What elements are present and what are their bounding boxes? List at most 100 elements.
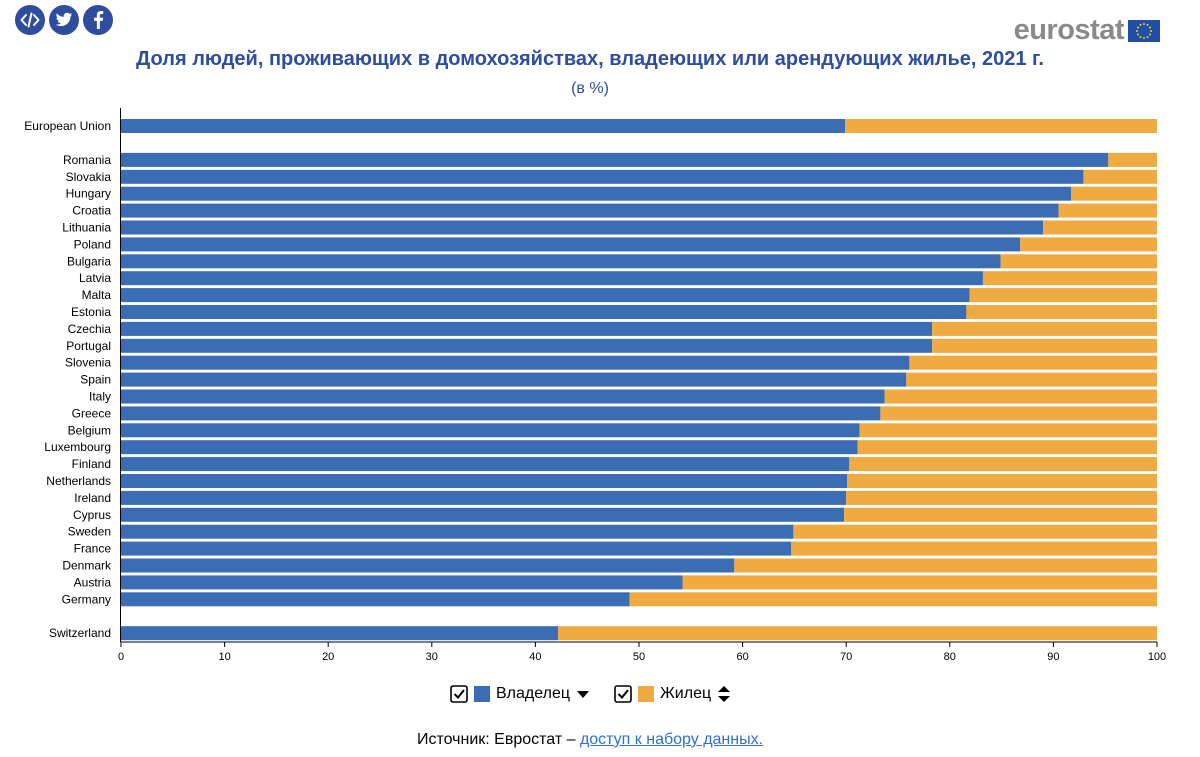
bar-tenant (682, 575, 1157, 590)
bar-owner (121, 186, 1072, 201)
bar-tenant (1083, 169, 1157, 184)
bar-tenant (966, 305, 1157, 319)
category-label: Bulgaria (67, 254, 111, 268)
category-label: Spain (80, 373, 111, 387)
bar-tenant (969, 288, 1157, 303)
bar-tenant (734, 558, 1157, 573)
bar-owner (121, 490, 847, 505)
category-label: Czechia (68, 322, 112, 336)
category-label: Germany (62, 592, 111, 606)
bar-tenant (846, 490, 1157, 505)
embed-code-button[interactable] (15, 5, 45, 35)
bar-owner (121, 389, 885, 404)
bar-tenant (909, 355, 1157, 370)
legend-item-owner[interactable]: Владелец (450, 685, 590, 703)
bar-tenant (845, 119, 1157, 133)
bar-owner (121, 626, 559, 641)
sort-down-icon[interactable] (576, 687, 590, 701)
tenant-swatch (638, 686, 655, 702)
category-label: Malta (82, 288, 112, 302)
category-label: Romania (63, 153, 111, 167)
bar-owner (121, 203, 1059, 218)
bar-owner (121, 440, 858, 455)
x-tick-label: 60 (736, 651, 748, 663)
category-label: Portugal (66, 339, 111, 353)
bar-owner (121, 271, 983, 286)
bar-tenant (932, 321, 1157, 336)
bar-tenant (1058, 203, 1157, 218)
category-label: Denmark (62, 559, 112, 573)
bar-owner (121, 541, 792, 556)
category-label: Slovakia (66, 170, 112, 184)
twitter-icon (55, 12, 73, 27)
bar-owner (121, 288, 970, 303)
bar-owner (121, 474, 848, 488)
bar-owner (121, 220, 1044, 235)
category-label: European Union (24, 119, 111, 133)
share-buttons (15, 5, 113, 35)
category-label: Sweden (68, 525, 111, 539)
dataset-link[interactable]: доступ к набору данных. (579, 731, 764, 748)
eu-flag-icon (1128, 19, 1160, 42)
source-note: Источник: Евростат – доступ к набору дан… (0, 731, 1180, 749)
bar-tenant (844, 507, 1157, 522)
x-tick-label: 70 (840, 651, 852, 663)
x-tick-label: 0 (118, 651, 124, 663)
x-tick-label: 80 (944, 651, 956, 663)
category-label: Greece (72, 406, 112, 420)
legend-tenant-label: Жилец (660, 685, 712, 702)
checkbox-checked-icon[interactable] (614, 685, 632, 703)
bar-owner (121, 457, 850, 472)
x-tick-label: 90 (1047, 651, 1059, 663)
legend-item-tenant[interactable]: Жилец (614, 685, 731, 703)
bar-tenant (1000, 254, 1157, 269)
x-tick-label: 30 (426, 651, 438, 663)
category-label: Cyprus (73, 508, 111, 522)
twitter-share-button[interactable] (49, 5, 79, 35)
bar-owner (121, 558, 735, 573)
bar-tenant (1071, 186, 1157, 201)
bar-tenant (1108, 152, 1157, 167)
x-tick-label: 40 (529, 651, 541, 663)
bar-tenant (857, 440, 1157, 455)
bar-owner (121, 423, 860, 438)
legend-owner-label: Владелец (496, 685, 571, 702)
category-label: France (74, 542, 112, 556)
x-tick-label: 50 (633, 651, 645, 663)
checkbox-checked-icon[interactable] (450, 685, 468, 703)
stacked-bar-chart: European Union Romania Slovakia Hungary Croa… (24, 108, 1166, 663)
x-tick-label: 20 (322, 651, 334, 663)
bar-tenant (859, 423, 1157, 438)
legend: Владелец Жилец (450, 685, 731, 703)
bar-tenant (982, 271, 1157, 286)
bar-owner (121, 372, 907, 387)
bar-tenant (880, 406, 1157, 421)
bar-owner (121, 406, 881, 421)
category-label: Luxembourg (44, 440, 111, 454)
bar-owner (121, 119, 846, 133)
category-label: Belgium (68, 423, 111, 437)
bar-tenant (906, 372, 1157, 387)
chart-subtitle: (в %) (571, 80, 609, 97)
bar-tenant (629, 592, 1157, 607)
bar-tenant (791, 541, 1157, 556)
bar-owner (121, 152, 1109, 167)
facebook-share-button[interactable] (83, 5, 113, 35)
bar-owner (121, 355, 910, 370)
category-label: Latvia (79, 271, 111, 285)
x-tick-label: 100 (1148, 651, 1166, 663)
category-label: Poland (74, 237, 111, 251)
chart-title: Доля людей, проживающих в домохозяйствах… (136, 48, 1044, 70)
category-label: Estonia (71, 305, 111, 319)
bar-tenant (1020, 237, 1157, 252)
x-tick-label: 10 (218, 651, 230, 663)
source-prefix: Источник: Евростат – (416, 731, 576, 748)
category-label: Netherlands (46, 474, 111, 488)
bar-owner (121, 575, 683, 590)
bar-tenant (1043, 220, 1157, 235)
sort-both-icon[interactable] (717, 685, 731, 703)
embed-code-icon (20, 12, 40, 28)
bar-owner (121, 305, 967, 319)
bar-tenant (884, 389, 1157, 404)
bar-owner (121, 321, 933, 336)
